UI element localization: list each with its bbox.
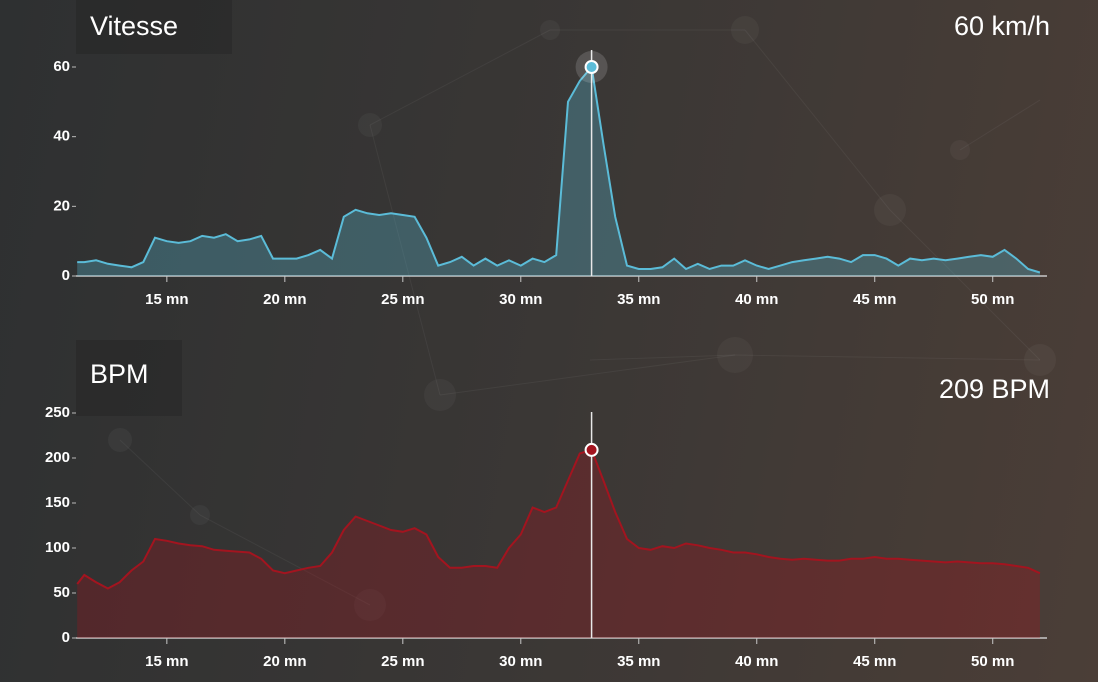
y-tick-label: 250 [45,404,70,421]
title-box [76,340,182,416]
y-tick-label: 40 [53,128,70,145]
y-tick-label: 0 [62,629,70,646]
y-tick-label: 20 [53,197,70,214]
area [77,449,1040,638]
y-tick-label: 150 [45,494,70,511]
y-tick-label: 60 [53,58,70,75]
y-tick-label: 200 [45,449,70,466]
chart-title: Vitesse [90,11,178,41]
x-tick-label: 25 mn [381,291,424,308]
x-tick-label: 40 mn [735,291,778,308]
x-tick-label: 15 mn [145,653,188,670]
x-tick-label: 45 mn [853,291,896,308]
x-tick-label: 40 mn [735,653,778,670]
line [76,448,1041,590]
area [77,67,1040,276]
cursor-value: 60 km/h [954,11,1050,41]
x-tick-label: 50 mn [971,291,1014,308]
x-tick-label: 35 mn [617,653,660,670]
chart-title: BPM [90,359,149,389]
background-nodes [108,16,1056,621]
background-network [119,29,1041,606]
x-tick-label: 20 mn [263,291,306,308]
x-tick-label: 25 mn [381,653,424,670]
y-tick-label: 100 [45,539,70,556]
cursor-point [584,60,599,74]
y-tick-label: 0 [62,267,70,284]
x-tick-label: 30 mn [499,653,542,670]
x-tick-label: 35 mn [617,291,660,308]
x-tick-label: 30 mn [499,291,542,308]
title-box [76,0,232,54]
y-tick-label: 50 [53,584,70,601]
x-tick-label: 50 mn [971,653,1014,670]
line [77,64,1041,274]
cursor-value: 209 BPM [939,374,1050,404]
x-tick-label: 15 mn [145,291,188,308]
x-tick-label: 20 mn [263,653,306,670]
x-tick-label: 45 mn [853,653,896,670]
cursor-point [584,442,599,457]
